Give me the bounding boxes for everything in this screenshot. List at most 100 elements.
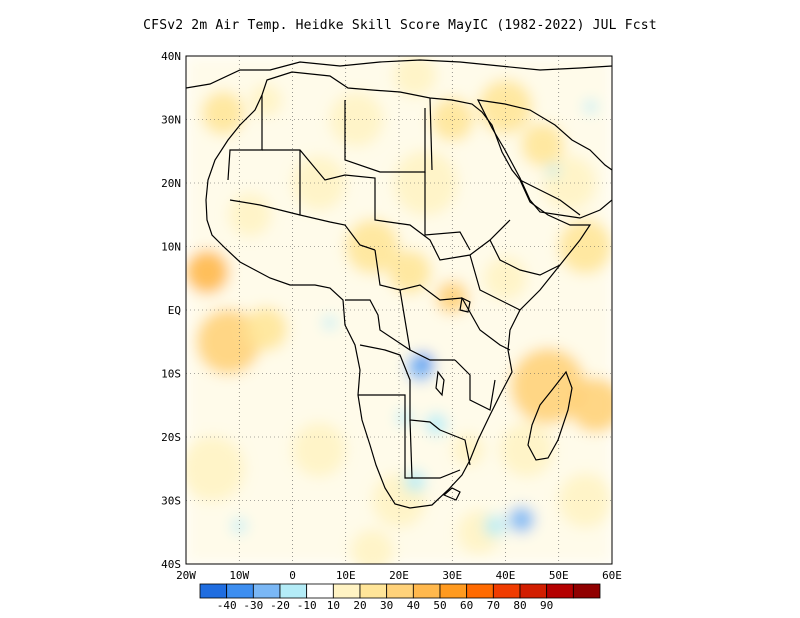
positive-skill-patch [201, 91, 245, 135]
positive-skill-patch [393, 150, 458, 216]
latitude-tick-label: 10S [161, 368, 181, 381]
longitude-tick-label: 30E [442, 569, 462, 582]
negative-skill-patch [418, 353, 434, 369]
longitude-tick-label: 10W [229, 569, 249, 582]
plot-frame [185, 55, 613, 565]
colorbar-label: 20 [353, 599, 366, 612]
negative-skill-patch [484, 515, 506, 537]
country-border [299, 150, 376, 251]
positive-skill-patch [569, 378, 612, 433]
longitude-tick-label: 40E [496, 569, 516, 582]
colorbar-swatch [279, 583, 308, 599]
country-border [409, 419, 413, 479]
latitude-tick-label: 20N [161, 177, 181, 190]
longitude-tick-label: 20E [389, 569, 409, 582]
positive-skill-patch [329, 92, 384, 147]
colorbar: -40 -30 -20 -10 10 20 30 40 50 60 70 80 90 [199, 583, 601, 612]
colorbar-swatch [306, 583, 334, 599]
chart-title: CFSv2 2m Air Temp. Heidke Skill Score Ma… [143, 18, 657, 33]
gridlines [186, 56, 612, 564]
latitude-tick-label: 40S [161, 558, 181, 571]
country-border [262, 149, 511, 261]
longitude-tick-label: 50E [549, 569, 569, 582]
negative-skill-patch [425, 413, 447, 436]
colorbar-label: -10 [297, 599, 317, 612]
latitude-tick-label: 30N [161, 114, 181, 127]
positive-skill-patch [196, 309, 261, 375]
colorbar-swatch [466, 583, 494, 599]
positive-skill-patch [510, 348, 586, 424]
country-border [519, 179, 581, 216]
negative-skill-patch [508, 506, 535, 533]
positive-skill-patch [478, 79, 533, 134]
positive-skill-patch [452, 433, 485, 466]
colorbar-label: -30 [243, 599, 263, 612]
colorbar-swatch [226, 583, 254, 599]
country-border [345, 299, 411, 351]
latitude-tick-label: 20S [161, 431, 181, 444]
latitude-labels: 40N 30N 20N 10N EQ 10S 20S 30S 40S [161, 50, 181, 571]
positive-skill-patch [244, 307, 288, 351]
longitude-labels: 20W 10W 0 10E 20E 30E 40E 50E 60E [176, 569, 622, 582]
latitude-tick-label: 30S [161, 495, 181, 508]
country-border [358, 394, 461, 479]
longitude-tick-label: 0 [289, 569, 296, 582]
colorbar-label: -20 [270, 599, 290, 612]
colorbar-label: 40 [407, 599, 420, 612]
positive-skill-patch [521, 123, 565, 167]
country-border [229, 199, 301, 216]
positive-skill-patch [292, 422, 346, 477]
positive-skill-patch [351, 529, 394, 564]
shaded-field [186, 56, 612, 564]
negative-skill-patch [396, 410, 412, 426]
positive-skill-patch [249, 84, 282, 117]
longitude-tick-label: 20W [176, 569, 196, 582]
colorbar-swatch [386, 583, 414, 599]
colorbar-swatch [439, 583, 468, 599]
colorbar-swatch [519, 583, 548, 599]
positive-skill-patch [186, 250, 229, 294]
positive-skill-patch [345, 219, 399, 274]
positive-skill-patch [558, 473, 612, 528]
positive-skill-patch [186, 436, 245, 502]
colorbar-swatch [572, 583, 601, 599]
coastlines-and-borders [186, 59, 612, 509]
country-border [359, 344, 441, 431]
colorbar-label: 30 [380, 599, 393, 612]
lake-outline [442, 487, 461, 501]
lake-outline [459, 297, 471, 313]
positive-skill-patch [558, 219, 612, 274]
positive-skill-patch [393, 56, 437, 97]
colorbar-swatch [332, 583, 361, 599]
colorbar-label: 50 [433, 599, 446, 612]
positive-skill-patch [292, 156, 346, 210]
positive-skill-patch [430, 97, 474, 142]
madagascar-coastline [527, 370, 573, 461]
arabian-peninsula-coastline [476, 99, 612, 219]
negative-skill-patch [404, 470, 426, 493]
positive-skill-patch [228, 193, 272, 237]
colorbar-label: -40 [217, 599, 237, 612]
negative-skill-patch [323, 316, 337, 330]
country-border [439, 429, 471, 466]
colorbar-swatch [199, 583, 228, 599]
country-border [461, 297, 511, 351]
country-border [227, 95, 263, 181]
lake-outline [435, 370, 445, 397]
country-border [344, 100, 426, 173]
colorbar-label: 90 [540, 599, 553, 612]
latitude-tick-label: EQ [168, 304, 181, 317]
latitude-tick-label: 10N [161, 241, 181, 254]
colorbar-swatch [252, 583, 281, 599]
europe-coastline [186, 59, 612, 89]
latitude-tick-label: 40N [161, 50, 181, 63]
negative-skill-patch [584, 100, 598, 114]
africa-coastline [205, 71, 592, 509]
positive-skill-patch [388, 250, 431, 294]
colorbar-swatch [492, 583, 521, 599]
country-border [454, 359, 496, 411]
negative-skill-patch [232, 518, 247, 533]
colorbar-label: 80 [513, 599, 526, 612]
colorbar-label: 60 [460, 599, 473, 612]
